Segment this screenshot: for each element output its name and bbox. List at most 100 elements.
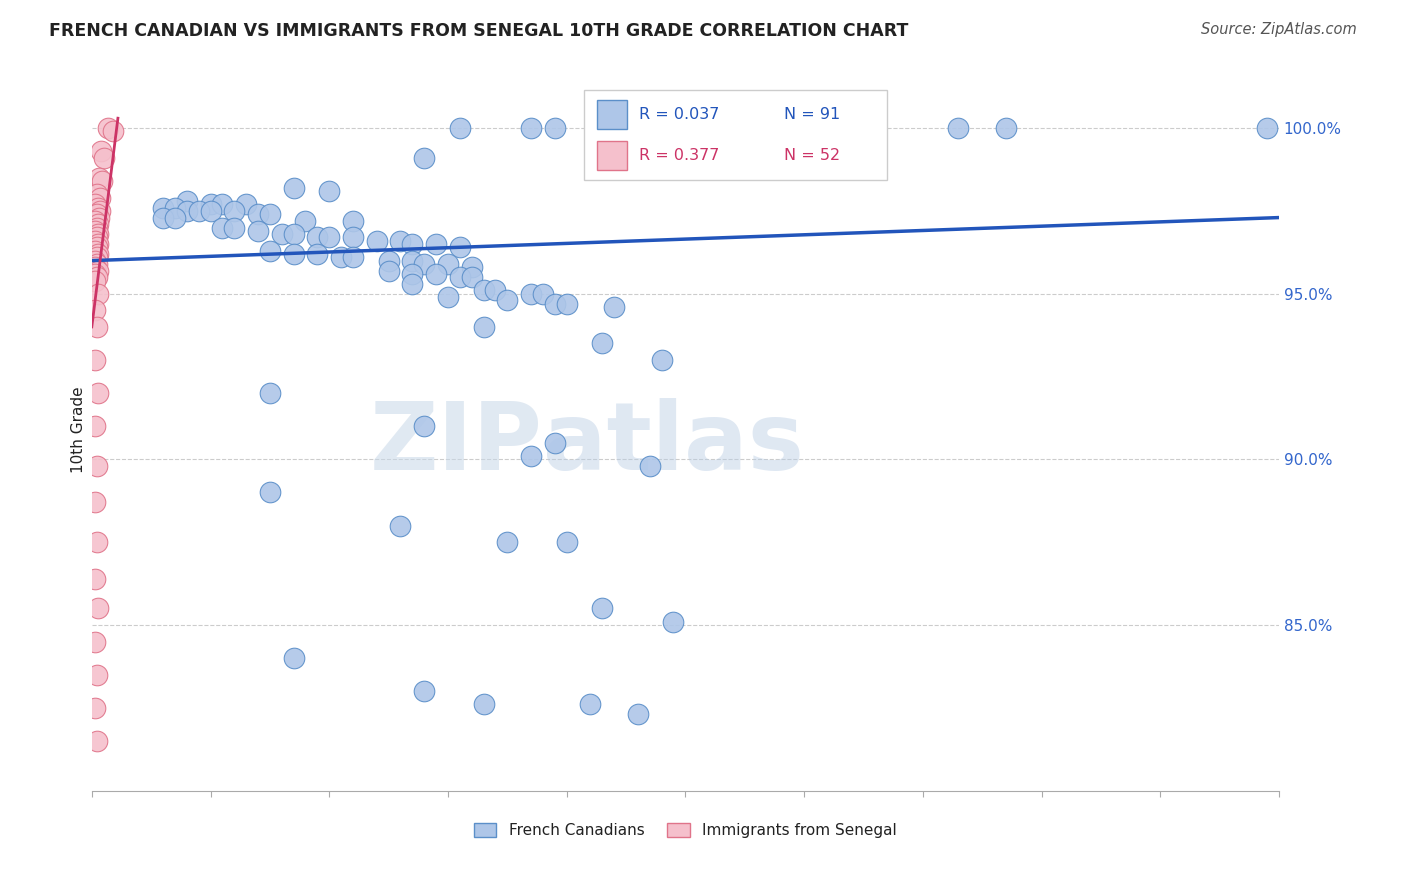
Point xyxy=(86,220,108,235)
Point xyxy=(531,286,554,301)
Point xyxy=(460,270,482,285)
Point xyxy=(246,224,269,238)
Point xyxy=(87,601,110,615)
Point xyxy=(84,495,107,509)
Point xyxy=(413,151,436,165)
Point xyxy=(413,419,436,434)
Point xyxy=(84,634,107,648)
Point xyxy=(187,203,209,218)
Point xyxy=(603,300,626,314)
Point xyxy=(638,458,661,473)
Point xyxy=(401,267,423,281)
Point xyxy=(163,211,186,225)
Point xyxy=(283,651,305,665)
Point xyxy=(401,237,423,252)
Point xyxy=(555,296,578,310)
Point xyxy=(86,207,108,221)
Point xyxy=(342,214,364,228)
Point xyxy=(87,227,110,241)
Point xyxy=(246,207,269,221)
Point xyxy=(579,698,602,712)
Point xyxy=(86,319,108,334)
Point xyxy=(591,336,613,351)
Legend: French Canadians, Immigrants from Senegal: French Canadians, Immigrants from Senega… xyxy=(467,817,903,845)
Point xyxy=(437,257,460,271)
Point xyxy=(259,244,281,258)
Point xyxy=(270,227,292,241)
Point xyxy=(235,197,257,211)
Point xyxy=(437,290,460,304)
Point xyxy=(87,286,110,301)
Point xyxy=(86,458,108,473)
Point xyxy=(627,707,650,722)
Point xyxy=(366,234,388,248)
Point xyxy=(651,353,673,368)
Point xyxy=(377,253,399,268)
Point xyxy=(90,145,112,159)
Point xyxy=(520,286,543,301)
Point xyxy=(84,267,107,281)
Point xyxy=(686,121,709,136)
Point xyxy=(84,244,107,258)
Point xyxy=(84,234,107,248)
Point xyxy=(307,230,329,244)
Point xyxy=(86,734,108,748)
Point xyxy=(84,303,107,318)
Point xyxy=(591,121,613,136)
Point xyxy=(413,257,436,271)
Point xyxy=(294,214,316,228)
Point xyxy=(211,220,233,235)
Point xyxy=(591,601,613,615)
Point xyxy=(87,237,110,252)
Point xyxy=(544,121,567,136)
Point xyxy=(86,667,108,681)
Point xyxy=(84,273,107,287)
Text: ZIP: ZIP xyxy=(370,398,543,490)
Point xyxy=(472,698,495,712)
Point xyxy=(89,191,111,205)
Text: atlas: atlas xyxy=(543,398,804,490)
Point xyxy=(520,121,543,136)
Point xyxy=(1256,121,1278,136)
Point xyxy=(93,151,115,165)
Point xyxy=(84,353,107,368)
Point xyxy=(662,615,685,629)
Point xyxy=(425,267,447,281)
Point xyxy=(793,121,815,136)
Point xyxy=(401,253,423,268)
Point xyxy=(259,207,281,221)
Point xyxy=(87,386,110,401)
Point xyxy=(97,121,120,136)
Point xyxy=(734,121,756,136)
Point xyxy=(555,535,578,549)
Point xyxy=(283,180,305,194)
Point xyxy=(152,211,174,225)
Point xyxy=(176,203,198,218)
Point xyxy=(84,197,107,211)
Point xyxy=(86,240,108,254)
Point xyxy=(484,284,506,298)
Point xyxy=(460,260,482,275)
Point xyxy=(413,684,436,698)
Point xyxy=(342,250,364,264)
Point xyxy=(84,572,107,586)
Point xyxy=(86,270,108,285)
Point xyxy=(259,386,281,401)
Point xyxy=(948,121,970,136)
Point xyxy=(224,220,246,235)
Point xyxy=(496,293,519,308)
Point xyxy=(389,234,412,248)
Point xyxy=(342,230,364,244)
Point xyxy=(87,201,110,215)
Point xyxy=(84,214,107,228)
Point xyxy=(152,201,174,215)
Point xyxy=(87,211,110,225)
Point xyxy=(200,203,222,218)
Point xyxy=(87,217,110,231)
Point xyxy=(84,700,107,714)
Point xyxy=(377,263,399,277)
Point xyxy=(211,197,233,211)
Point xyxy=(449,240,471,254)
Point xyxy=(200,197,222,211)
Point xyxy=(496,535,519,549)
